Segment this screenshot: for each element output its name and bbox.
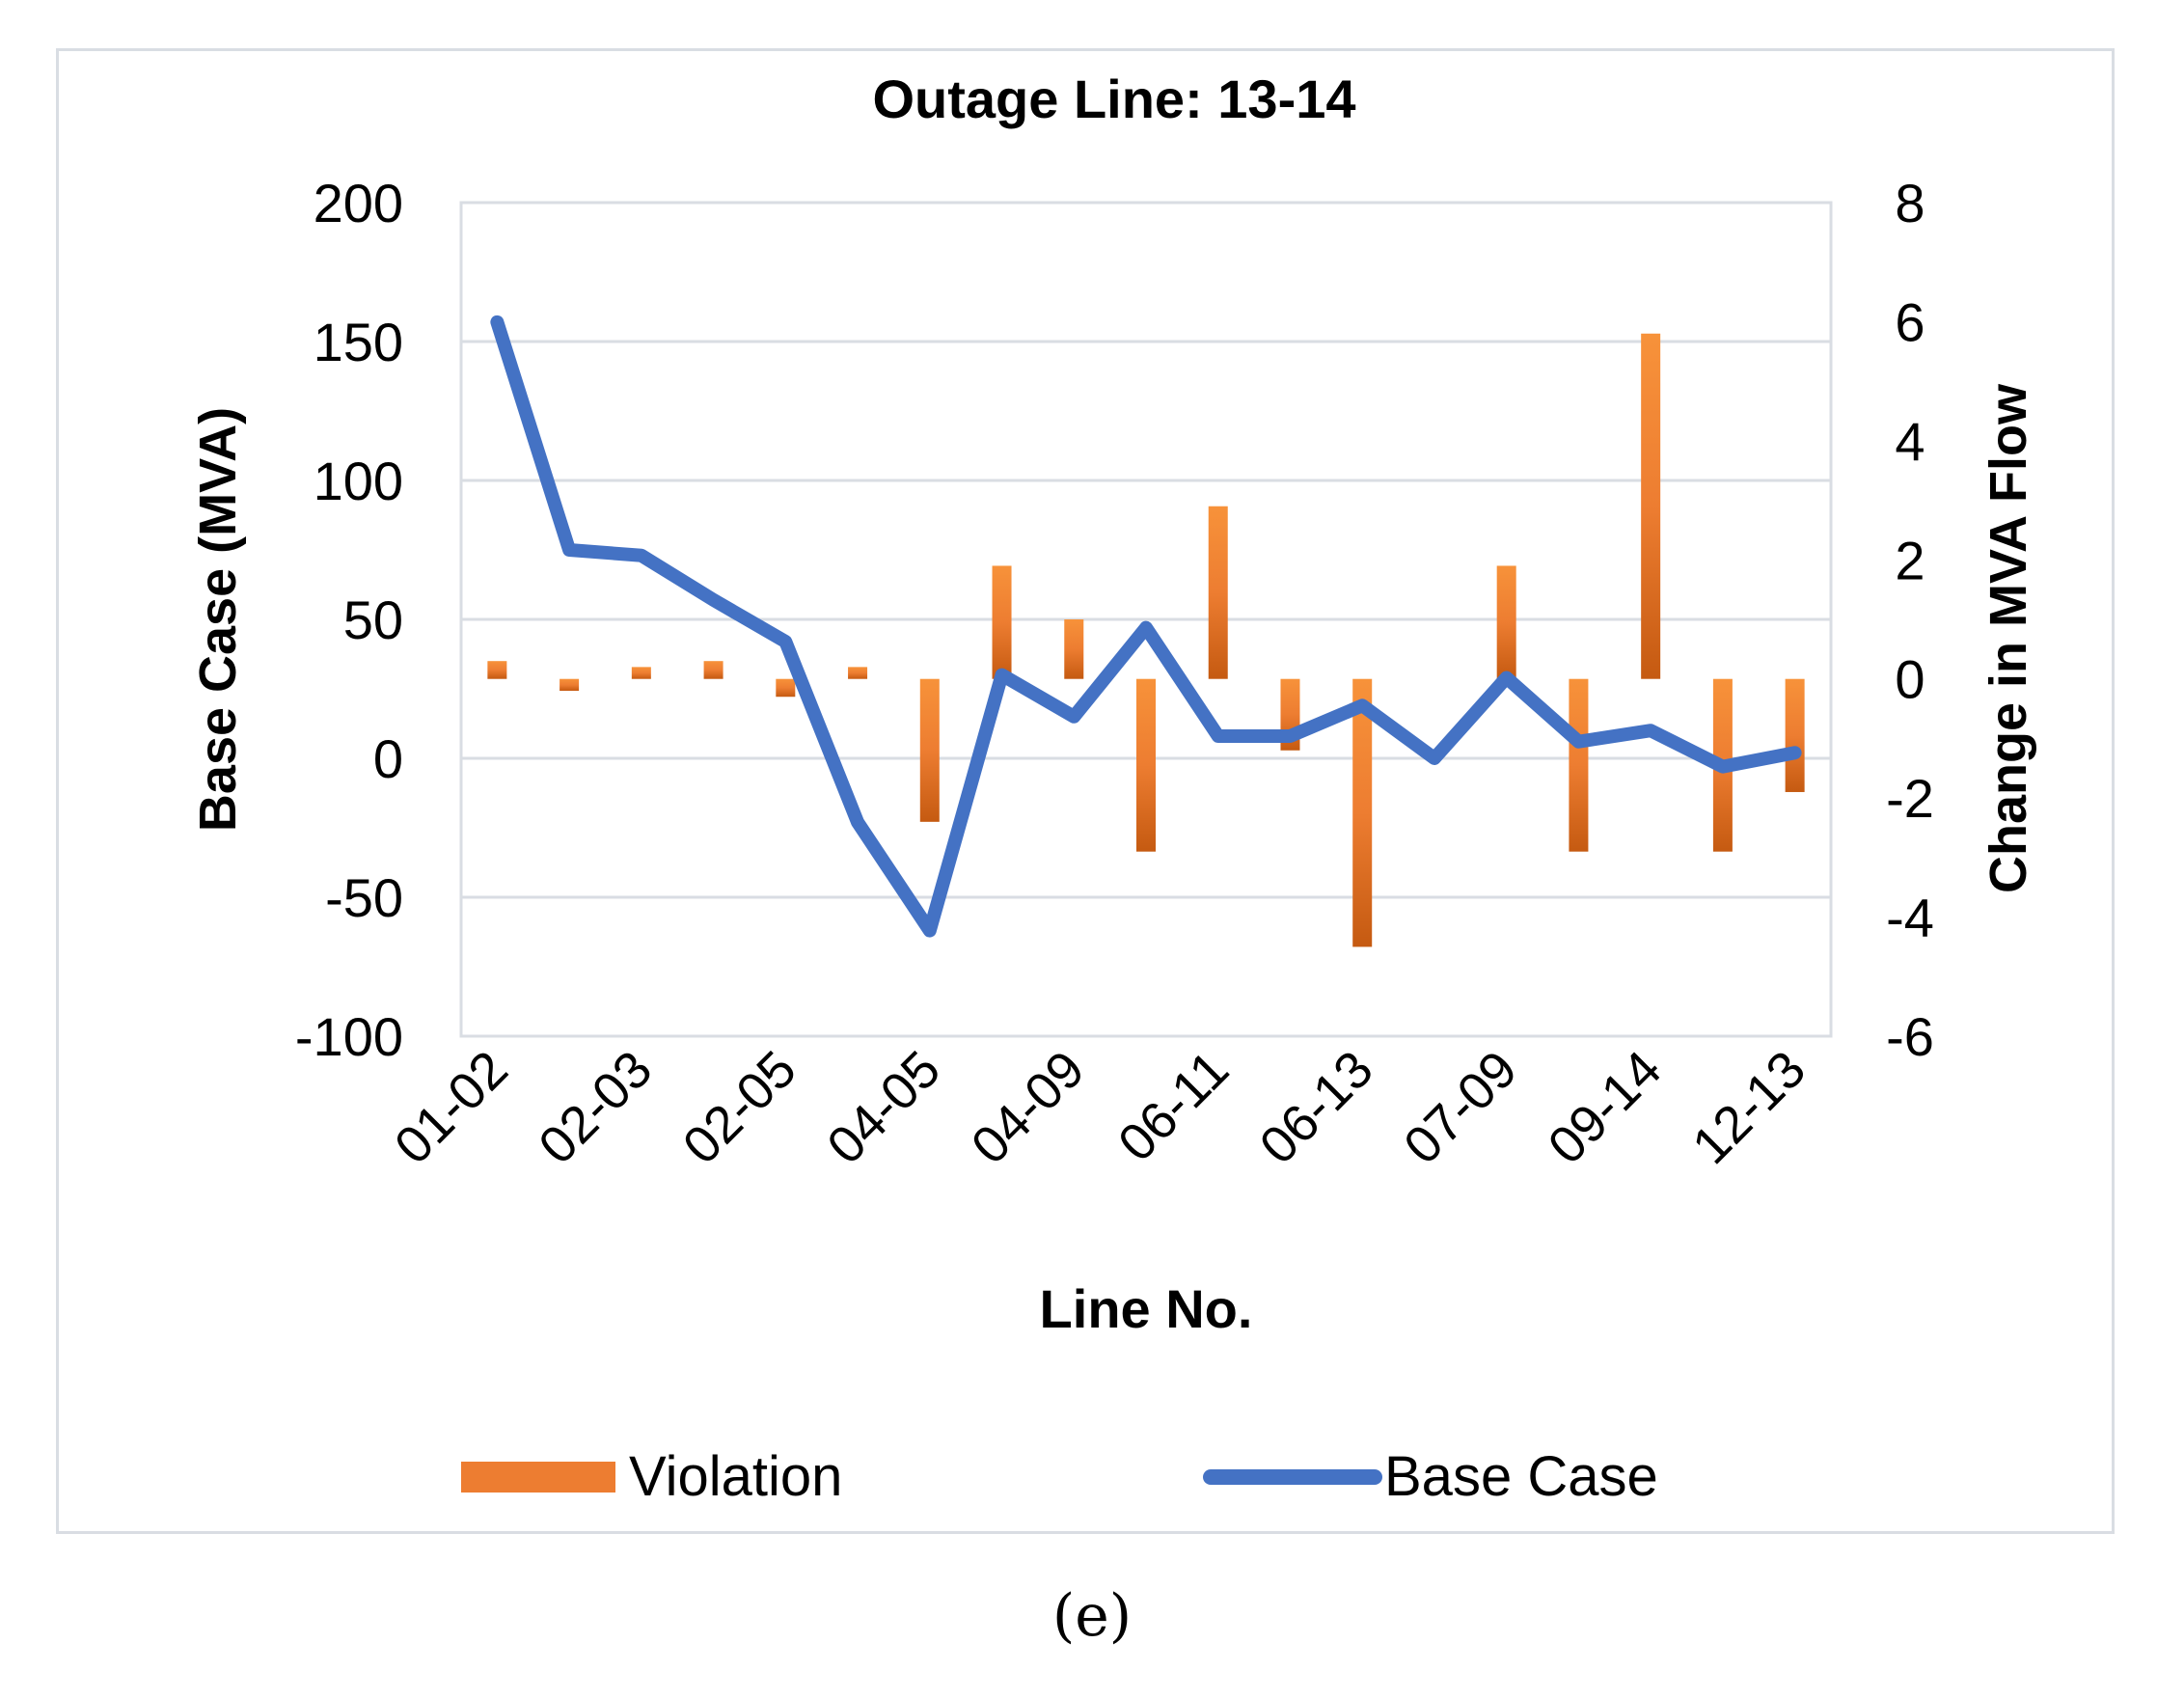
left-tick-label: 0 bbox=[373, 728, 403, 789]
violation-bars bbox=[487, 333, 1805, 947]
violation-bar bbox=[631, 667, 651, 679]
right-axis-ticks: 8 6 4 2 0 -2 -4 -6 bbox=[1886, 173, 1934, 1067]
right-tick-label: -4 bbox=[1886, 888, 1934, 948]
right-tick-label: -6 bbox=[1886, 1006, 1934, 1067]
violation-bar bbox=[1352, 678, 1373, 947]
right-tick-label: 8 bbox=[1895, 173, 1925, 233]
legend-base-case-label: Base Case bbox=[1384, 1445, 1658, 1508]
x-axis-ticks: 01-02 02-03 02-05 04-05 04-09 06-11 06-13 07-09… bbox=[384, 1040, 1816, 1175]
right-tick-label: 4 bbox=[1895, 411, 1925, 472]
x-tick-label: 09-14 bbox=[1538, 1040, 1673, 1175]
right-tick-label: 2 bbox=[1895, 530, 1925, 590]
plot-area-border bbox=[459, 201, 1833, 1038]
x-tick-label: 04-05 bbox=[816, 1040, 951, 1175]
left-axis-ticks: 200 150 100 50 0 -50 -100 bbox=[295, 173, 403, 1067]
left-tick-label: 100 bbox=[314, 451, 403, 511]
right-tick-label: 6 bbox=[1895, 291, 1925, 352]
x-tick-label: 06-11 bbox=[1107, 1040, 1240, 1172]
left-tick-label: 150 bbox=[314, 312, 403, 372]
x-tick-label: 06-13 bbox=[1249, 1040, 1384, 1175]
chart-title: Outage Line: 13-14 bbox=[872, 68, 1355, 129]
chart-frame bbox=[56, 48, 2115, 1534]
violation-bar bbox=[1785, 678, 1805, 792]
x-tick-label: 12-13 bbox=[1681, 1040, 1816, 1175]
violation-bar bbox=[776, 678, 796, 698]
violation-bar bbox=[1208, 506, 1228, 679]
violation-bar bbox=[1064, 619, 1084, 679]
left-tick-label: 50 bbox=[343, 589, 403, 650]
base-case-series-line bbox=[490, 315, 1802, 938]
gridlines bbox=[461, 340, 1831, 899]
base-case-line bbox=[490, 315, 1802, 938]
left-tick-label: 200 bbox=[314, 173, 403, 233]
y-axis-left-label: Base Case (MVA) bbox=[189, 407, 247, 832]
violation-bar bbox=[848, 667, 868, 679]
violation-bar bbox=[919, 678, 940, 822]
right-tick-label: -2 bbox=[1886, 768, 1934, 829]
violation-bar bbox=[992, 565, 1012, 679]
x-tick-label: 02-05 bbox=[672, 1040, 807, 1175]
x-tick-label: 07-09 bbox=[1393, 1040, 1528, 1175]
left-tick-label: -100 bbox=[295, 1006, 403, 1067]
legend: Violation Base Case bbox=[461, 1445, 1658, 1508]
figure-caption: (e) bbox=[1051, 1582, 1133, 1650]
left-tick-label: -50 bbox=[325, 867, 403, 928]
x-tick-label: 01-02 bbox=[384, 1040, 519, 1175]
violation-bar bbox=[1641, 333, 1661, 679]
x-tick-label: 02-03 bbox=[528, 1040, 663, 1175]
y-axis-right-label: Change in MVA Flow bbox=[1979, 383, 2037, 893]
violation-bar bbox=[1136, 678, 1156, 852]
legend-violation-swatch bbox=[461, 1462, 615, 1493]
x-tick-label: 04-09 bbox=[961, 1040, 1096, 1175]
violation-bar bbox=[703, 661, 723, 679]
x-axis-label: Line No. bbox=[1040, 1278, 1253, 1339]
violation-bar bbox=[487, 661, 507, 679]
violation-bar bbox=[1569, 678, 1589, 852]
violation-bar bbox=[560, 678, 580, 692]
legend-violation-label: Violation bbox=[629, 1445, 842, 1508]
right-tick-label: 0 bbox=[1895, 649, 1925, 710]
violation-bar bbox=[1496, 565, 1516, 679]
